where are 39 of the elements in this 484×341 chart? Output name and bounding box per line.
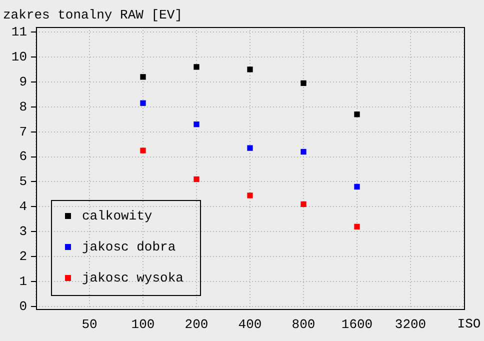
x-tick-label: 3200 (394, 317, 426, 332)
point (247, 145, 253, 151)
point (140, 148, 146, 154)
y-tick-label: 5 (19, 174, 27, 190)
y-tick-label: 10 (11, 49, 27, 64)
point (247, 192, 253, 198)
point (300, 148, 306, 155)
x-tick-label: 100 (131, 317, 155, 332)
y-tick-label: 8 (19, 99, 27, 114)
point (140, 100, 146, 106)
y-tick-label: 0 (19, 298, 27, 314)
y-tick-label: 4 (19, 199, 28, 214)
point (140, 74, 146, 80)
x-tick-label: 50 (82, 317, 98, 332)
y-tick-label: 6 (19, 149, 27, 164)
x-tick-label: 1600 (341, 317, 373, 332)
x-axis-title: ISO (457, 316, 481, 332)
point (354, 112, 360, 118)
point (354, 224, 360, 230)
legend-label: calkowity (82, 208, 152, 224)
y-tick-label: 1 (19, 274, 28, 289)
point (300, 201, 306, 208)
point (300, 80, 306, 86)
point (194, 122, 200, 128)
legend-label: jakosc dobra (82, 239, 176, 254)
point (194, 176, 200, 182)
y-tick-label: 2 (19, 249, 27, 264)
y-tick-label: 9 (19, 74, 27, 90)
y-tick-label: 11 (11, 24, 28, 40)
point (354, 184, 360, 190)
x-tick-label: 400 (238, 317, 262, 332)
point (194, 64, 200, 70)
x-tick-label: 200 (184, 317, 208, 332)
point (247, 66, 253, 72)
y-tick-label: 7 (19, 124, 27, 140)
x-tick-label: 800 (292, 317, 316, 332)
legend-label: jakosc wysoka (82, 270, 184, 286)
y-tick-label: 3 (19, 224, 27, 240)
y-axis-title: zakres tonalny RAW [EV] (3, 7, 182, 22)
